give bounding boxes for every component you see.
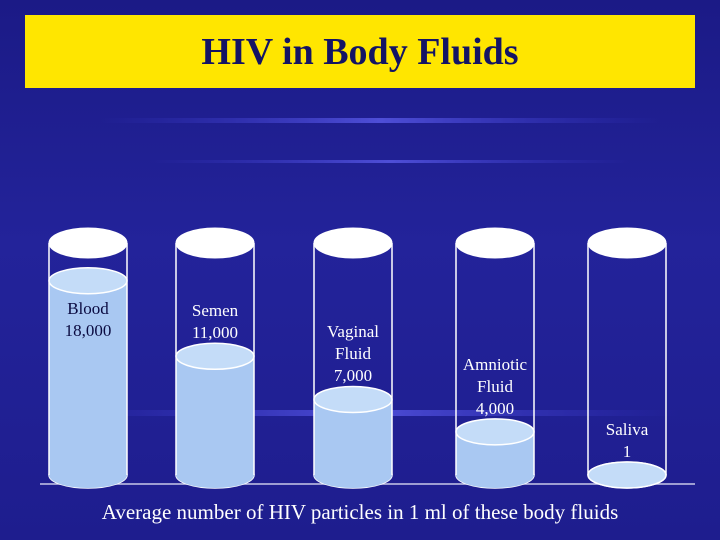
fluid-surface <box>587 461 667 489</box>
chart-title: HIV in Body Fluids <box>25 15 695 88</box>
category-label: Semen <box>191 301 239 321</box>
category-label: Vaginal Fluid <box>327 322 379 364</box>
category-label: Amniotic Fluid <box>462 354 528 396</box>
value-label: 4,000 <box>475 398 515 418</box>
fluid <box>456 431 534 488</box>
cylinder-top <box>313 227 393 259</box>
cylinder-top <box>455 227 535 259</box>
fluid-surface <box>313 385 393 414</box>
fluid <box>176 356 254 488</box>
cylinder-top <box>175 227 255 259</box>
caption: Average number of HIV particles in 1 ml … <box>101 500 619 524</box>
decor-streak <box>150 160 630 163</box>
cylinder-top <box>587 227 667 259</box>
value-label: 7,000 <box>333 366 373 386</box>
decor-streak <box>100 118 660 123</box>
value-label: 1 <box>622 441 632 461</box>
category-label: Blood <box>67 299 109 318</box>
category-label: Saliva <box>605 419 649 439</box>
fluid-surface <box>175 342 255 371</box>
fluid-surface <box>455 418 535 446</box>
value-label: 11,000 <box>191 323 239 343</box>
value-label: 18,000 <box>64 321 112 340</box>
cylinder-top <box>48 227 128 259</box>
fluid <box>314 399 392 488</box>
fluid-surface <box>48 267 128 295</box>
fluid <box>49 280 127 488</box>
